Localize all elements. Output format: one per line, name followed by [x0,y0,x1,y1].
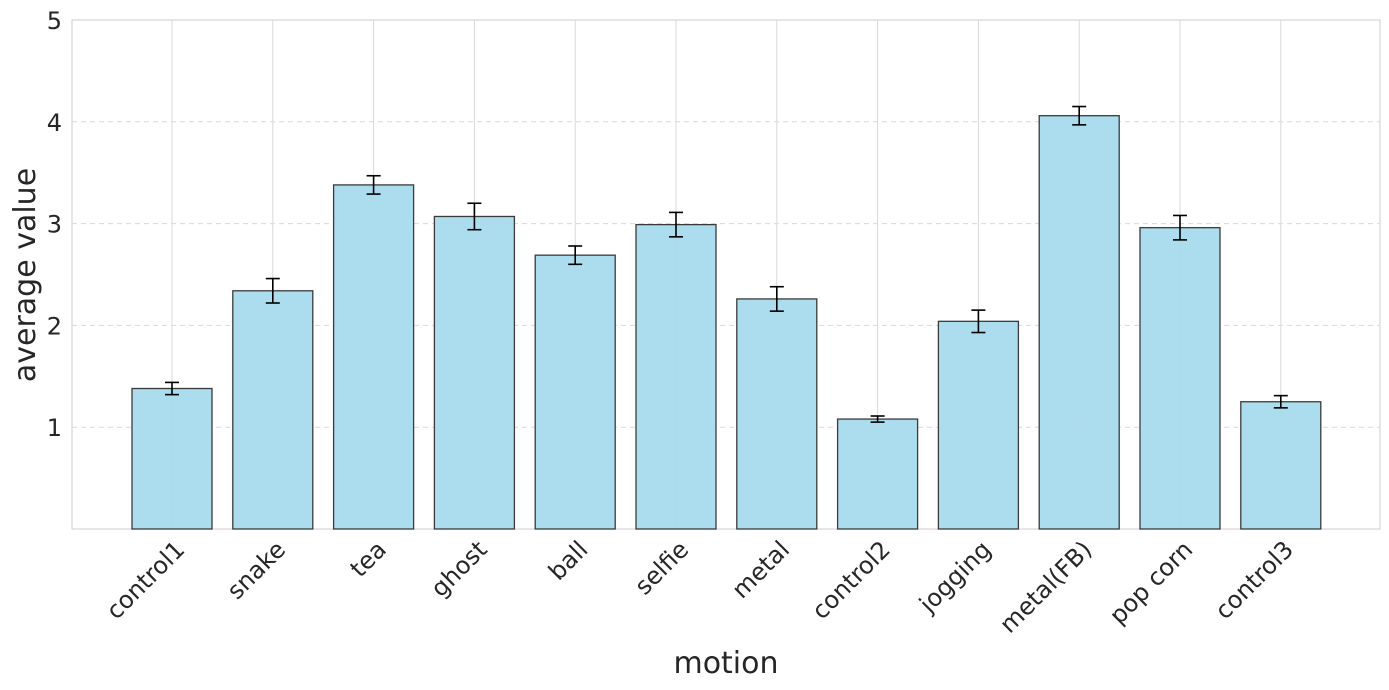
x-tick-label: selfie [629,535,694,600]
bar-control3 [1240,401,1322,530]
bar-control2 [836,418,919,530]
error-bar [1273,394,1288,409]
error-bars [165,105,1288,423]
y-tick-label: 1 [47,414,62,442]
y-tick-label: 5 [47,7,62,35]
x-tick-label: ghost [425,535,492,602]
x-tick-label: control2 [806,535,895,624]
bar-metal(FB) [1038,115,1120,530]
error-bar [870,415,885,423]
x-axis-title: motion [673,646,778,681]
error-bar [769,285,784,312]
y-tick-label: 4 [47,109,62,137]
error-bar [366,174,381,195]
error-bar [1173,214,1187,241]
bar-pop corn [1139,227,1221,530]
bar-tea [332,184,415,530]
x-tick-label: snake [222,535,291,604]
x-tick-label: jogging [913,535,996,618]
y-tick-label: 2 [47,312,62,340]
bar-jogging [937,320,1020,530]
error-bar [467,202,482,231]
y-axis-title: average value [8,168,43,382]
bar-ball [534,254,616,530]
error-bar [669,211,683,238]
bar-metal [736,298,818,530]
bar-ghost [433,215,516,530]
error-bar [568,245,583,266]
x-tick-label: ball [543,535,593,585]
error-bar [265,277,280,304]
x-tick-labels: control1 snake tea ghost ball selfie metal cont… [101,535,1299,638]
error-bar [971,309,986,334]
x-tick-label: pop corn [1104,535,1198,629]
x-tick-label: metal(FB) [994,535,1097,638]
error-bar [1072,105,1087,126]
bar-snake [232,290,314,530]
error-bar [165,381,179,396]
bar-selfie [635,223,717,530]
x-tick-label: tea [345,535,392,582]
y-tick-labels: 1 2 3 4 5 [47,7,62,442]
x-tick-label: metal [726,535,795,604]
bar-control1 [131,387,213,530]
x-tick-label: control3 [1210,535,1299,624]
bars [131,115,1322,530]
y-tick-label: 3 [47,211,62,239]
x-tick-label: control1 [101,535,190,624]
